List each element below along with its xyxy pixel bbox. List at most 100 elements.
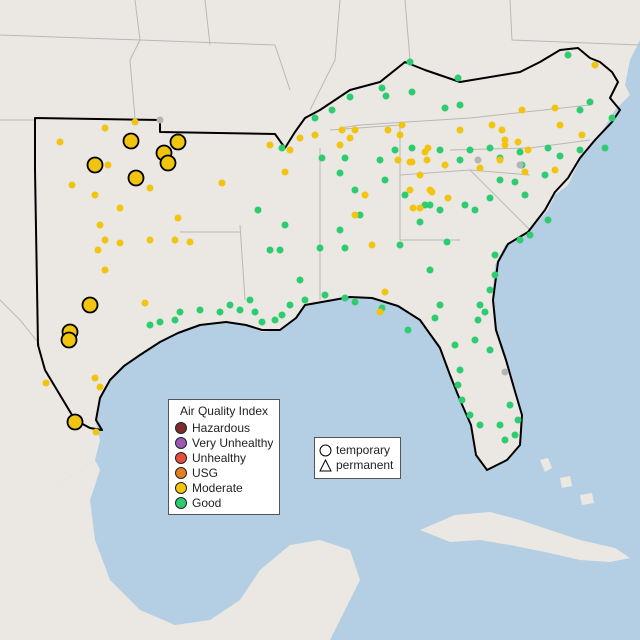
monitor-marker[interactable] <box>444 194 452 202</box>
monitor-marker[interactable] <box>146 184 154 192</box>
monitor-marker[interactable] <box>336 169 344 177</box>
monitor-marker[interactable] <box>511 431 519 439</box>
monitor-marker[interactable] <box>541 171 549 179</box>
monitor-marker[interactable] <box>351 211 359 219</box>
monitor-marker[interactable] <box>511 178 519 186</box>
monitor-marker[interactable] <box>578 131 586 139</box>
monitor-marker[interactable] <box>86 156 104 174</box>
monitor-marker[interactable] <box>396 131 404 139</box>
monitor-marker[interactable] <box>394 156 402 164</box>
monitor-marker[interactable] <box>556 121 564 129</box>
monitor-marker[interactable] <box>328 106 336 114</box>
monitor-marker[interactable] <box>424 144 432 152</box>
monitor-marker[interactable] <box>486 144 494 152</box>
monitor-marker[interactable] <box>127 169 145 187</box>
monitor-marker[interactable] <box>174 214 182 222</box>
monitor-marker[interactable] <box>501 141 509 149</box>
monitor-marker[interactable] <box>341 294 349 302</box>
monitor-marker[interactable] <box>501 436 509 444</box>
monitor-marker[interactable] <box>406 158 414 166</box>
monitor-marker[interactable] <box>526 231 534 239</box>
monitor-marker[interactable] <box>96 383 104 391</box>
monitor-marker[interactable] <box>398 121 406 129</box>
monitor-marker[interactable] <box>576 106 584 114</box>
monitor-marker[interactable] <box>408 88 416 96</box>
monitor-marker[interactable] <box>68 181 76 189</box>
monitor-marker[interactable] <box>416 204 424 212</box>
monitor-marker[interactable] <box>436 146 444 154</box>
monitor-marker[interactable] <box>296 134 304 142</box>
monitor-marker[interactable] <box>506 401 514 409</box>
monitor-marker[interactable] <box>104 161 112 169</box>
monitor-marker[interactable] <box>186 238 194 246</box>
monitor-marker[interactable] <box>146 236 154 244</box>
monitor-marker[interactable] <box>476 421 484 429</box>
monitor-marker[interactable] <box>251 308 259 316</box>
monitor-marker[interactable] <box>131 118 139 126</box>
monitor-marker[interactable] <box>456 156 464 164</box>
monitor-marker[interactable] <box>316 244 324 252</box>
monitor-marker[interactable] <box>486 194 494 202</box>
monitor-marker[interactable] <box>416 218 424 226</box>
monitor-marker[interactable] <box>286 301 294 309</box>
monitor-marker[interactable] <box>196 306 204 314</box>
monitor-marker[interactable] <box>441 161 449 169</box>
monitor-marker[interactable] <box>404 326 412 334</box>
monitor-marker[interactable] <box>101 266 109 274</box>
monitor-marker[interactable] <box>524 146 532 154</box>
monitor-marker[interactable] <box>176 308 184 316</box>
monitor-marker[interactable] <box>466 146 474 154</box>
monitor-marker[interactable] <box>171 316 179 324</box>
monitor-marker[interactable] <box>441 104 449 112</box>
monitor-marker[interactable] <box>101 236 109 244</box>
monitor-marker[interactable] <box>521 191 529 199</box>
monitor-marker[interactable] <box>384 126 392 134</box>
monitor-marker[interactable] <box>544 144 552 152</box>
monitor-marker[interactable] <box>276 246 284 254</box>
monitor-marker[interactable] <box>501 368 509 376</box>
monitor-marker[interactable] <box>576 146 584 154</box>
monitor-marker[interactable] <box>286 146 294 154</box>
monitor-marker[interactable] <box>311 114 319 122</box>
monitor-marker[interactable] <box>346 134 354 142</box>
monitor-marker[interactable] <box>391 146 399 154</box>
monitor-marker[interactable] <box>591 61 599 69</box>
monitor-marker[interactable] <box>226 301 234 309</box>
monitor-marker[interactable] <box>498 126 506 134</box>
monitor-marker[interactable] <box>486 346 494 354</box>
monitor-marker[interactable] <box>351 298 359 306</box>
monitor-marker[interactable] <box>281 221 289 229</box>
monitor-marker[interactable] <box>254 206 262 214</box>
monitor-marker[interactable] <box>486 286 494 294</box>
monitor-marker[interactable] <box>476 301 484 309</box>
monitor-marker[interactable] <box>474 156 482 164</box>
monitor-marker[interactable] <box>474 316 482 324</box>
monitor-marker[interactable] <box>361 191 369 199</box>
monitor-marker[interactable] <box>356 211 364 219</box>
monitor-marker[interactable] <box>608 114 616 122</box>
monitor-marker[interactable] <box>156 116 164 124</box>
monitor-marker[interactable] <box>258 318 266 326</box>
monitor-marker[interactable] <box>278 311 286 319</box>
monitor-marker[interactable] <box>408 144 416 152</box>
monitor-marker[interactable] <box>514 416 522 424</box>
monitor-marker[interactable] <box>281 168 289 176</box>
monitor-marker[interactable] <box>218 179 226 187</box>
monitor-marker[interactable] <box>81 296 99 314</box>
monitor-marker[interactable] <box>321 291 329 299</box>
monitor-marker[interactable] <box>368 241 376 249</box>
monitor-marker[interactable] <box>456 101 464 109</box>
monitor-marker[interactable] <box>341 154 349 162</box>
monitor-marker[interactable] <box>514 138 522 146</box>
monitor-marker[interactable] <box>278 144 286 152</box>
monitor-marker[interactable] <box>169 133 187 151</box>
monitor-marker[interactable] <box>376 156 384 164</box>
monitor-marker[interactable] <box>122 132 140 150</box>
monitor-marker[interactable] <box>551 104 559 112</box>
monitor-marker[interactable] <box>406 186 414 194</box>
monitor-marker[interactable] <box>378 84 386 92</box>
monitor-marker[interactable] <box>301 296 309 304</box>
monitor-marker[interactable] <box>382 92 390 100</box>
monitor-marker[interactable] <box>454 381 462 389</box>
monitor-marker[interactable] <box>551 166 559 174</box>
